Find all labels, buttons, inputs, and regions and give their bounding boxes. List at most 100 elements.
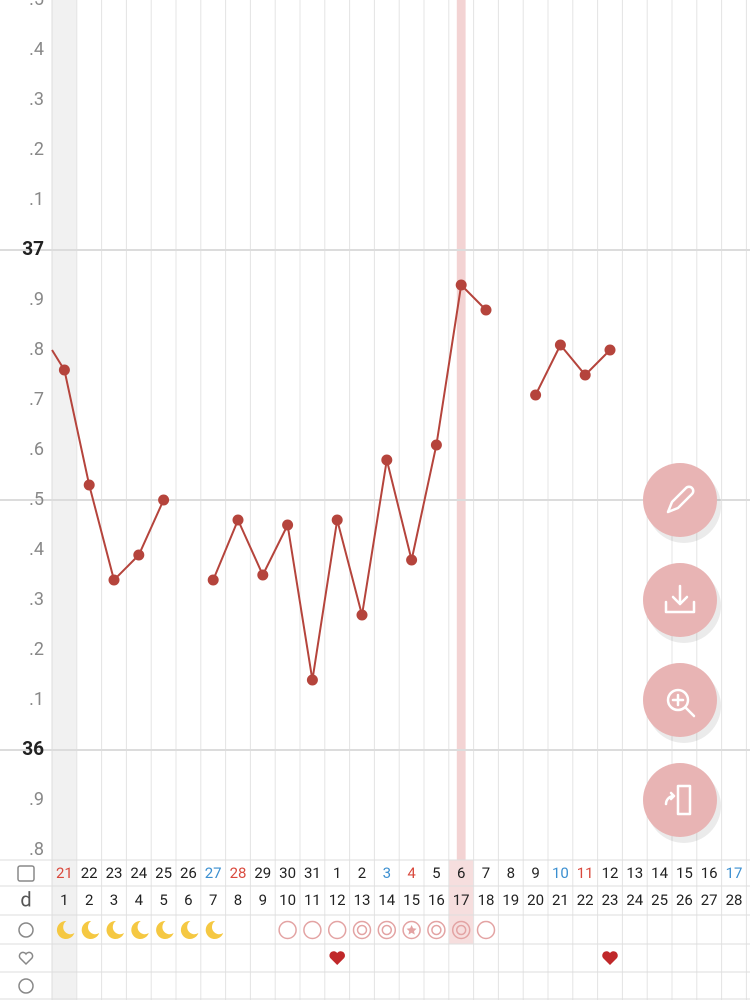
date-label: 3 — [383, 864, 391, 882]
temperature-point — [331, 514, 343, 526]
moon-icon — [81, 920, 100, 939]
y-tick-label: .4 — [29, 539, 44, 560]
star-icon — [406, 925, 417, 935]
date-label: 29 — [254, 864, 271, 882]
date-label: 28 — [230, 864, 247, 882]
date-label: 5 — [432, 864, 440, 882]
cycle-day-label: 13 — [354, 891, 371, 909]
cycle-day-label: 10 — [279, 891, 296, 909]
y-tick-label: .6 — [29, 439, 44, 460]
cycle-day-label: 22 — [577, 891, 594, 909]
moon-icon — [56, 920, 75, 939]
cycle-day-label: 17 — [453, 891, 470, 909]
cycle-day-label: 23 — [602, 891, 619, 909]
date-label: 10 — [552, 864, 569, 882]
date-label: 23 — [106, 864, 123, 882]
y-tick-label: .3 — [29, 89, 44, 110]
rotate-button[interactable] — [643, 763, 721, 843]
cycle-day-label: 26 — [676, 891, 693, 909]
temperature-line — [63, 282, 611, 681]
ovulation-icon — [402, 920, 421, 940]
date-label: 11 — [577, 864, 594, 882]
ovulation-icon — [377, 920, 397, 940]
cycle-day-label: 4 — [135, 891, 144, 909]
row-icons — [17, 865, 35, 994]
temperature-point — [207, 574, 219, 586]
y-tick-label: .1 — [29, 689, 44, 710]
date-label: 25 — [155, 864, 172, 882]
ovulation-icon — [278, 920, 297, 940]
y-tick-label: 36 — [22, 737, 44, 760]
y-tick-label: .9 — [29, 789, 44, 810]
ovulation-icon — [352, 920, 372, 940]
moon-icon — [180, 920, 199, 939]
ovulation-icon — [327, 920, 347, 940]
temperature-point — [455, 279, 467, 291]
cycle-day-label: 16 — [428, 891, 445, 909]
temperature-point — [83, 479, 95, 491]
date-label: 8 — [507, 864, 515, 882]
cycle-day-label: 5 — [159, 891, 167, 909]
download-button[interactable] — [643, 563, 721, 643]
button-icon — [666, 485, 695, 514]
ovulation-icon — [303, 920, 322, 940]
date-label: 13 — [626, 864, 643, 882]
date-label: 30 — [279, 864, 296, 882]
cycle-row-label: d — [20, 887, 31, 911]
temperature-point — [480, 304, 492, 316]
cycle-day-label: 27 — [701, 891, 718, 909]
cycle-day-label: 14 — [378, 891, 395, 909]
cycle-day-label: 2 — [85, 891, 93, 909]
zoom-button[interactable] — [643, 663, 721, 743]
cycle-day-label: 21 — [552, 891, 569, 909]
cycle-day-label: 15 — [403, 891, 420, 909]
date-label: 31 — [304, 864, 321, 882]
temperature-point — [430, 439, 442, 451]
temperature-point — [58, 364, 70, 376]
date-label: 14 — [651, 864, 668, 882]
y-tick-label: .2 — [29, 139, 44, 160]
temperature-point — [158, 494, 170, 506]
edit-button[interactable] — [643, 463, 721, 543]
date-label: 27 — [205, 864, 222, 882]
ovulation-inner — [356, 924, 368, 936]
date-label: 26 — [180, 864, 197, 882]
cycle-day-label: 25 — [651, 891, 668, 909]
cycle-day-label: 1 — [60, 891, 68, 909]
button-icon — [664, 784, 692, 816]
ovulation-icon — [427, 920, 446, 940]
calendar-icon — [17, 865, 35, 882]
temperature-point — [604, 344, 616, 356]
ovulation-inner — [381, 924, 393, 936]
date-label: 4 — [407, 864, 416, 882]
cycle-day-label: 28 — [726, 891, 743, 909]
temperature-point — [530, 389, 542, 401]
temperature-point — [257, 569, 269, 581]
highlight-column — [456, 0, 466, 860]
y-tick-label: .3 — [29, 589, 44, 610]
ovulation-icon — [476, 920, 496, 940]
cycle-day-label: 20 — [527, 891, 544, 909]
y-tick-label: .7 — [29, 389, 44, 410]
date-label: 22 — [81, 864, 98, 882]
moon-icon — [205, 920, 224, 939]
date-label: 16 — [701, 864, 718, 882]
y-tick-label: .8 — [29, 339, 44, 360]
temperature-point — [282, 519, 294, 531]
date-label: 24 — [130, 864, 147, 882]
date-label: 1 — [333, 864, 341, 882]
cycle-day-label: 9 — [259, 891, 267, 909]
cycle-day-label: 12 — [329, 891, 346, 909]
button-circle — [643, 763, 717, 837]
cycle-day-label: 18 — [478, 891, 495, 909]
cycle-day-label: 11 — [304, 891, 321, 909]
date-label: 17 — [726, 864, 743, 882]
ovulation-icon — [451, 920, 471, 940]
temperature-point — [406, 554, 418, 566]
date-label: 12 — [602, 864, 619, 882]
temperature-point — [306, 674, 318, 686]
button-icon — [664, 584, 696, 614]
temperature-point — [554, 339, 566, 351]
y-tick-label: .4 — [29, 39, 44, 60]
button-icon — [666, 688, 696, 718]
